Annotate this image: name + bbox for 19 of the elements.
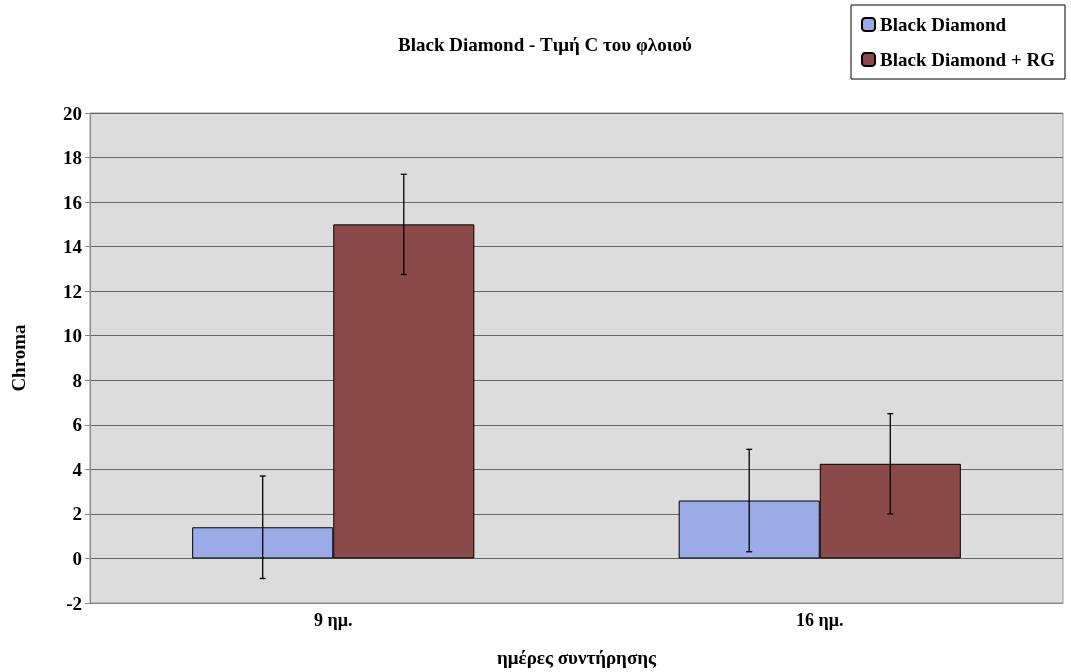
y-tick-label: 16 (63, 191, 82, 213)
y-tick-label: 20 (63, 102, 82, 124)
legend-label: Black Diamond (880, 14, 1007, 35)
y-tick-label: 0 (72, 547, 82, 569)
y-tick-label: 14 (63, 236, 83, 258)
y-tick-label: 18 (63, 147, 82, 169)
y-tick-label: 8 (72, 369, 82, 391)
y-tick-label: 6 (72, 414, 82, 436)
chart-title: Black Diamond - Τιμή C του φλοιού (398, 34, 693, 55)
x-axis-title: ημέρες συντήρησης (496, 647, 658, 668)
y-tick-label: 12 (63, 280, 82, 302)
y-tick-label: 2 (72, 503, 82, 525)
legend-label: Black Diamond + RG (880, 49, 1056, 70)
y-tick-label: 10 (63, 325, 82, 347)
y-axis-title: Chroma (8, 323, 29, 392)
y-tick-label: 4 (72, 458, 83, 480)
x-tick-label: 9 ημ. (314, 610, 353, 630)
y-tick-label: -2 (66, 592, 82, 614)
x-tick-label: 16 ημ. (796, 610, 844, 630)
